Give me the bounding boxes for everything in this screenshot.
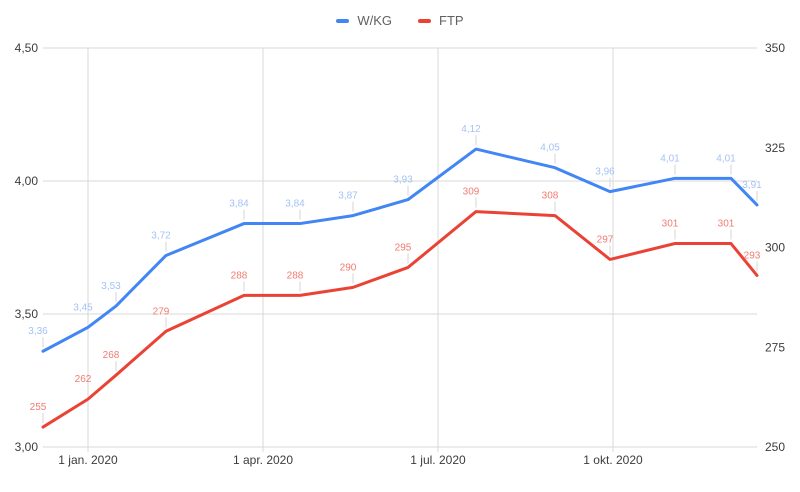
data-label: 3,45 — [73, 302, 93, 313]
data-label: 3,72 — [151, 230, 171, 241]
right-axis-tick-label: 250 — [765, 440, 785, 454]
right-axis-tick-label: 275 — [765, 340, 785, 354]
data-label: 288 — [287, 270, 304, 281]
data-label: 262 — [75, 374, 92, 385]
x-axis-tick-label: 1 okt. 2020 — [583, 453, 643, 467]
data-label: 297 — [597, 234, 614, 245]
data-label: 4,05 — [540, 143, 560, 154]
legend-label-ftp: FTP — [439, 13, 464, 28]
data-label: 3,84 — [285, 199, 305, 210]
data-label: 3,96 — [595, 167, 615, 178]
legend-item-wkg[interactable]: W/KG — [336, 13, 392, 28]
x-axis-tick-label: 1 jan. 2020 — [58, 453, 118, 467]
data-label: 268 — [103, 350, 120, 361]
right-axis-tick-label: 300 — [765, 241, 785, 255]
data-label: 3,84 — [229, 199, 249, 210]
data-label: 3,91 — [742, 180, 762, 191]
legend-item-ftp[interactable]: FTP — [418, 13, 464, 28]
data-label: 3,53 — [101, 281, 121, 292]
left-axis-tick-label: 4,00 — [15, 174, 39, 188]
series-line-ftp[interactable] — [41, 210, 759, 429]
data-label: 4,01 — [660, 153, 680, 164]
data-label: 308 — [542, 191, 559, 202]
x-axis-tick-label: 1 apr. 2020 — [233, 453, 293, 467]
x-axis-tick-label: 1 jul. 2020 — [410, 453, 466, 467]
series-line-wkg[interactable] — [41, 147, 759, 353]
ftp-series-swatch-icon — [418, 18, 432, 23]
left-axis-tick-label: 4,50 — [15, 41, 39, 55]
data-label: 255 — [30, 402, 47, 413]
data-label: 4,01 — [716, 153, 736, 164]
data-label: 295 — [395, 242, 412, 253]
data-label: 3,36 — [28, 326, 48, 337]
data-label: 3,87 — [338, 191, 358, 202]
legend-label-wkg: W/KG — [357, 13, 393, 28]
right-axis-tick-label: 325 — [765, 141, 785, 155]
data-label: 3,93 — [393, 175, 413, 186]
legend: W/KG FTP — [0, 13, 800, 28]
right-axis-tick-label: 350 — [765, 41, 785, 55]
data-label: 279 — [153, 306, 170, 317]
data-label: 293 — [744, 250, 761, 261]
data-label: 301 — [662, 219, 679, 230]
data-label: 301 — [718, 219, 735, 230]
data-label: 4,12 — [461, 124, 481, 135]
wkg-series-swatch-icon — [336, 18, 350, 23]
left-axis-tick-label: 3,00 — [15, 440, 39, 454]
data-label: 290 — [340, 262, 357, 273]
data-label: 309 — [463, 187, 480, 198]
data-label: 288 — [231, 270, 248, 281]
left-axis-tick-label: 3,50 — [15, 307, 39, 321]
